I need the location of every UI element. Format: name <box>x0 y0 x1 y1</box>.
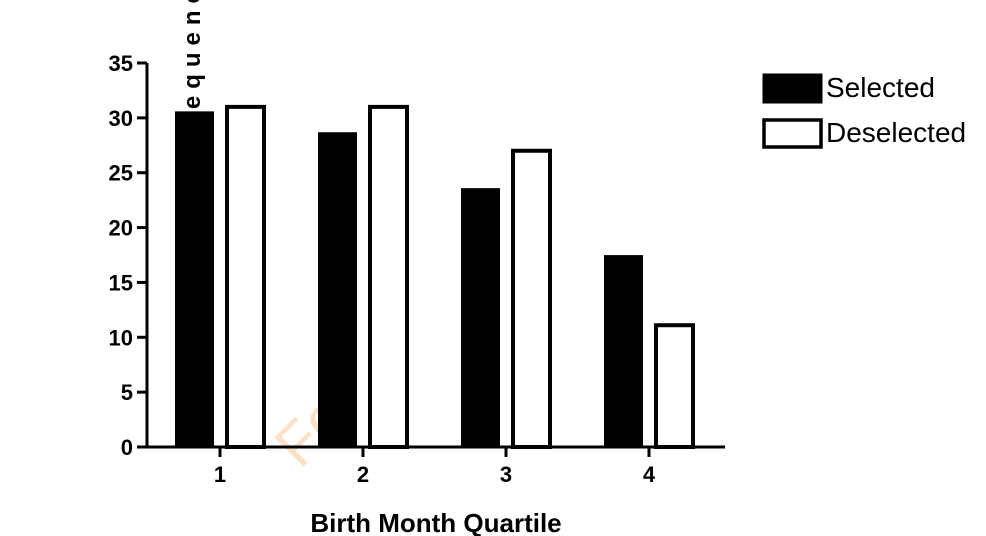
y-axis-title: Frequency, % <box>179 0 206 147</box>
y-tick-label: 0 <box>121 435 133 460</box>
x-ticks-layer: 1 2 3 4 <box>214 447 656 487</box>
y-tick-label: 20 <box>109 216 133 241</box>
x-tick-label: 3 <box>500 462 512 487</box>
bar-deselected-q3 <box>511 148 552 449</box>
y-tick-label: 10 <box>109 325 133 350</box>
y-tick-label: 35 <box>109 51 133 76</box>
y-ticks-layer: 0 5 10 15 20 25 30 35 <box>109 51 147 460</box>
x-axis-title: Birth Month Quartile <box>310 508 561 536</box>
x-tick-label: 2 <box>357 462 369 487</box>
bar-deselected-q2 <box>368 104 409 449</box>
bar-selected-q3 <box>461 188 500 449</box>
bar-deselected-q1 <box>225 104 266 449</box>
y-tick-label: 25 <box>109 161 133 186</box>
bar-deselected-q4 <box>654 323 695 449</box>
bar-selected-q1 <box>175 111 214 448</box>
bar-selected-q2 <box>318 132 357 449</box>
y-tick-label: 30 <box>109 106 133 131</box>
bars-layer <box>175 104 695 449</box>
bar-selected-q4 <box>604 255 643 448</box>
legend-label-deselected: Deselected <box>826 117 966 148</box>
y-tick-label: 5 <box>121 380 133 405</box>
x-tick-label: 4 <box>643 462 656 487</box>
x-tick-label: 1 <box>214 462 226 487</box>
legend-swatch-selected <box>762 73 823 104</box>
legend-swatch-deselected <box>762 118 823 149</box>
legend-label-selected: Selected <box>826 72 935 103</box>
legend: Selected Deselected <box>762 72 966 149</box>
y-tick-label: 15 <box>109 270 133 295</box>
